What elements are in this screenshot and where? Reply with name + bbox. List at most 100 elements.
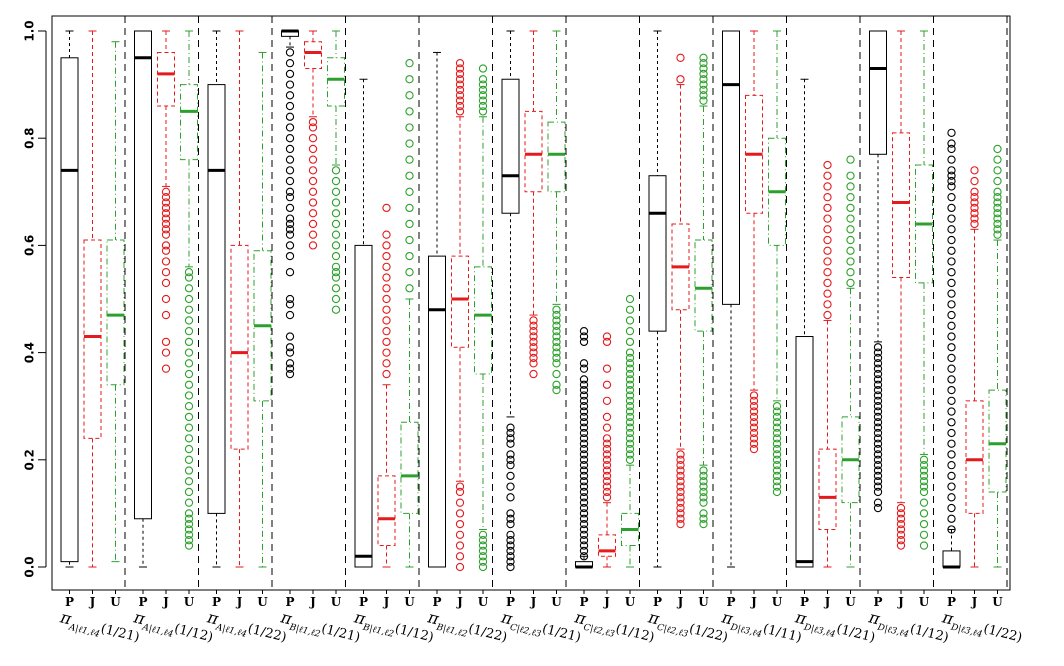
outlier-point: [529, 337, 538, 347]
outlier-point: [873, 348, 883, 357]
outlier-point: [749, 402, 759, 411]
outlier-point: [405, 155, 414, 164]
outlier-point: [382, 203, 391, 213]
box-label-P: P: [873, 595, 882, 609]
box-label-P: P: [726, 595, 735, 609]
outlier-point: [579, 461, 589, 470]
outlier-point: [382, 359, 391, 368]
box-label-U: U: [331, 595, 342, 609]
box-body: [180, 84, 198, 161]
outlier-point: [579, 332, 589, 341]
outlier-point: [184, 487, 194, 497]
outlier-point: [285, 241, 295, 250]
outlier-point: [823, 300, 832, 309]
outlier-point: [823, 182, 832, 191]
outlier-point: [285, 268, 295, 277]
group-label: πD|ℓ3,ℓ4(1/11): [718, 607, 804, 649]
outlier-point: [947, 139, 956, 148]
box-U: [694, 53, 713, 529]
outlier-point: [873, 359, 883, 368]
box-label-P: P: [212, 595, 221, 609]
box-P: [501, 30, 520, 572]
outlier-point: [846, 155, 855, 164]
outlier-point: [970, 209, 979, 218]
outlier-point: [749, 439, 759, 448]
outlier-point: [947, 300, 956, 309]
outlier-point: [382, 305, 391, 314]
outlier-point: [405, 59, 414, 68]
outlier-point: [873, 402, 883, 411]
outlier-point: [161, 348, 171, 357]
box-J: [598, 332, 616, 568]
outlier-point: [184, 514, 194, 523]
box-body: [988, 389, 1007, 493]
outlier-point: [506, 536, 515, 545]
outlier-point: [947, 375, 956, 384]
outlier-point: [529, 353, 538, 363]
group-label: πA|ℓ1,ℓ4(1/21): [57, 607, 142, 649]
outlier-point: [846, 268, 855, 277]
outlier-point: [506, 455, 515, 464]
outlier-point: [873, 380, 883, 389]
box-label-P: P: [359, 595, 368, 609]
group-label-sub: D|ℓ3,ℓ4: [875, 622, 910, 640]
outlier-point: [846, 246, 855, 255]
box-P: [207, 30, 226, 568]
outlier-point: [579, 471, 589, 481]
outlier-point: [699, 69, 708, 79]
outlier-point: [947, 214, 956, 223]
group-label-sub: D|ℓ3,ℓ4: [802, 622, 837, 640]
outlier-point: [184, 316, 194, 325]
outlier-point: [552, 337, 561, 347]
box-body: [524, 110, 543, 193]
outlier-point: [896, 536, 906, 545]
group-label-main: π: [940, 607, 956, 628]
outlier-point: [873, 391, 883, 400]
outlier-point: [405, 91, 414, 100]
outlier-point: [823, 268, 832, 277]
outlier-point: [529, 348, 538, 357]
outlier-point: [382, 273, 391, 282]
outlier-point: [873, 503, 883, 513]
outlier-point: [772, 428, 782, 438]
outlier-point: [919, 471, 929, 481]
outlier-point: [625, 423, 635, 432]
box-body: [60, 57, 79, 563]
box-J: [524, 30, 543, 379]
outlier-point: [947, 493, 956, 502]
box-body: [157, 51, 175, 107]
outlier-point: [846, 171, 855, 180]
outlier-point: [308, 155, 318, 164]
outlier-point: [382, 348, 391, 357]
outlier-point: [873, 428, 883, 438]
outlier-point: [625, 444, 635, 454]
outlier-point: [947, 182, 956, 191]
outlier-point: [993, 155, 1002, 164]
outlier-point: [529, 369, 538, 379]
outlier-point: [285, 91, 295, 100]
outlier-point: [625, 305, 635, 314]
y-tick-label: 0.8: [23, 128, 37, 149]
outlier-point: [625, 391, 635, 400]
outlier-point: [552, 385, 561, 395]
outlier-point: [184, 455, 194, 464]
outlier-point: [552, 369, 561, 379]
outlier-point: [579, 541, 589, 550]
box-body: [547, 121, 566, 193]
outlier-point: [625, 337, 635, 347]
outlier-point: [970, 193, 979, 202]
outlier-point: [602, 444, 612, 454]
box-U: [253, 51, 272, 568]
outlier-point: [184, 466, 194, 475]
outlier-point: [579, 477, 589, 486]
outlier-point: [161, 209, 171, 218]
box-body: [942, 550, 961, 568]
box-J: [377, 203, 396, 568]
outlier-point: [625, 375, 635, 384]
outlier-point: [285, 359, 295, 368]
group-label-paren: (1/22): [982, 622, 1024, 646]
outlier-point: [308, 198, 318, 207]
outlier-point: [873, 407, 883, 416]
outlier-point: [506, 530, 515, 539]
box-label-P: P: [285, 595, 294, 609]
